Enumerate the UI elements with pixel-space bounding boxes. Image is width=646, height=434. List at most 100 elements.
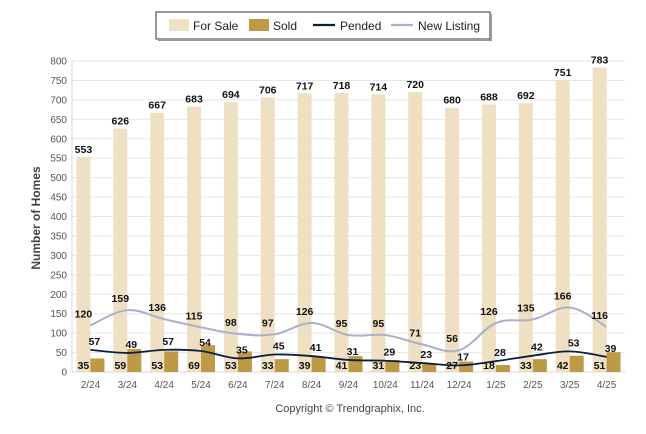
pended-data-label: 41 [310,342,322,354]
for-sale-bar [555,80,570,372]
sold-bar [237,351,252,372]
pended-data-label: 39 [605,343,617,355]
y-tick-label: 650 [50,115,67,126]
for-sale-data-label: 626 [112,116,130,128]
sold-data-label: 39 [299,360,311,372]
for-sale-data-label: 751 [554,67,572,79]
sold-data-label: 27 [446,360,458,372]
sold-bar [495,365,510,372]
sold-bar [127,349,142,372]
sold-bar [90,358,105,372]
for-sale-data-label: 680 [443,95,461,107]
legend: For Sale Sold Pended New Listing [155,11,492,41]
line-series [90,306,608,367]
for-sale-bar [592,67,607,372]
y-tick-label: 800 [50,57,67,68]
for-sale-data-label: 692 [517,90,535,102]
new-listing-data-label: 166 [554,290,572,302]
x-tick-label: 11/24 [410,380,435,391]
for-sale-bar [76,157,91,372]
for-sale-bar [408,92,423,372]
sold-data-label: 31 [373,360,385,372]
pended-data-label: 17 [457,351,469,363]
for-sale-data-label: 694 [222,89,240,101]
for-sale-data-label: 688 [480,92,498,104]
for-sale-data-label: 783 [591,55,609,67]
x-tick-label: 5/24 [191,380,211,391]
pended-data-label: 42 [531,342,543,354]
x-tick-label: 2/24 [81,380,101,391]
sold-data-label: 42 [557,360,569,372]
sold-bar [459,361,474,372]
new-listing-data-label: 135 [517,303,535,315]
sold-bar [311,356,326,372]
pended-data-label: 29 [384,347,396,359]
for-sale-data-label: 718 [333,80,351,92]
x-tick-label: 7/24 [265,380,285,391]
x-tick-label: 8/24 [302,380,322,391]
sold-data-label: 59 [114,360,126,372]
for-sale-bar [334,92,349,372]
y-tick-label: 50 [56,348,68,359]
for-sale-bar [371,94,386,373]
for-sale-bar [260,97,275,372]
pended-data-label: 28 [494,347,506,359]
pended-data-label: 57 [89,336,101,348]
pended-data-label: 53 [568,337,580,349]
x-tick-label: 10/24 [373,380,398,391]
sold-bar [201,345,216,372]
new-listing-data-label: 56 [446,333,458,345]
new-listing-data-label: 116 [591,310,608,322]
sold-data-label: 18 [483,360,495,372]
sold-data-label: 69 [188,360,200,372]
y-tick-label: 350 [50,231,67,242]
new-listing-line [90,306,608,353]
new-listing-data-label: 97 [262,317,274,329]
sold-bar [422,363,437,372]
sold-data-label: 33 [520,360,532,372]
for-sale-bar [481,104,496,372]
for-sale-data-label: 667 [148,100,166,112]
sold-data-label: 35 [78,360,90,372]
for-sale-bar [297,93,312,373]
sold-bar [385,359,400,372]
sold-bar [606,352,621,372]
x-tick-label: 9/24 [339,380,359,391]
for-sale-data-label: 717 [296,80,314,92]
pended-data-label: 31 [347,346,359,358]
legend-label-pended: Pended [340,19,381,33]
x-tick-label: 3/24 [118,380,138,391]
sold-data-label: 53 [151,360,163,372]
new-listing-data-label: 95 [373,318,385,330]
x-tick-label: 12/24 [447,380,472,391]
for-sale-bar [113,128,128,372]
y-tick-label: 250 [50,270,67,281]
y-tick-label: 750 [50,76,67,87]
for-sale-bar [445,107,460,373]
y-axis-label: Number of Homes [29,166,43,270]
sold-bar [569,355,584,372]
sold-data-label: 53 [225,360,237,372]
y-axis-ticks: 0 50 100 150 200 250 300 350 400 450 500 550 600 650 7… [50,57,67,379]
pended-line [90,348,607,367]
new-listing-data-label: 95 [336,318,348,330]
pended-data-label: 35 [236,344,248,356]
new-listing-data-label: 120 [75,308,93,320]
new-listing-data-label: 98 [225,317,237,329]
for-sale-data-label: 553 [75,144,93,156]
legend-label-sold: Sold [273,19,297,33]
x-tick-label: 2/25 [523,380,543,391]
x-tick-label: 3/25 [560,380,580,391]
pended-data-label: 23 [420,349,432,361]
pended-data-label: 54 [199,337,211,349]
sold-bar [274,359,289,372]
new-listing-data-label: 115 [186,310,203,322]
x-tick-label: 6/24 [228,380,248,391]
y-tick-label: 400 [50,212,67,223]
new-listing-data-label: 159 [112,293,130,305]
legend-label-new-listing: New Listing [418,19,480,33]
for-sale-data-label: 683 [185,93,203,105]
sold-data-label: 51 [594,360,606,372]
